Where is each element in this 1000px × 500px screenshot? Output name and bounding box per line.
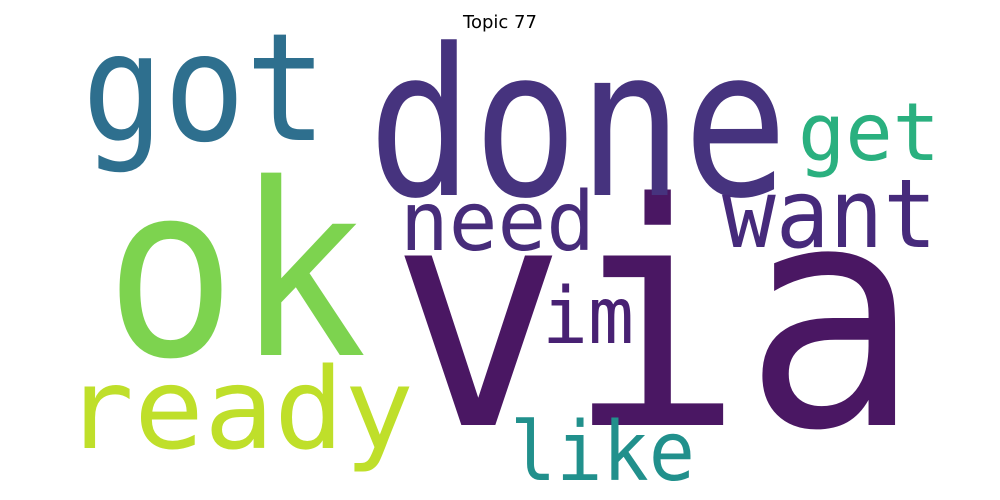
word-get: get	[798, 86, 940, 179]
word-like: like	[510, 405, 695, 500]
word-want: want	[722, 160, 937, 270]
word-ok: ok	[105, 132, 367, 412]
word-got: got	[82, 2, 327, 176]
figure-title: Topic 77	[463, 12, 537, 33]
word-im: im	[542, 272, 634, 362]
word-need: need	[400, 175, 595, 270]
word-done: done	[368, 6, 788, 244]
word-via: via	[390, 138, 920, 499]
word-ready: ready	[64, 345, 414, 475]
